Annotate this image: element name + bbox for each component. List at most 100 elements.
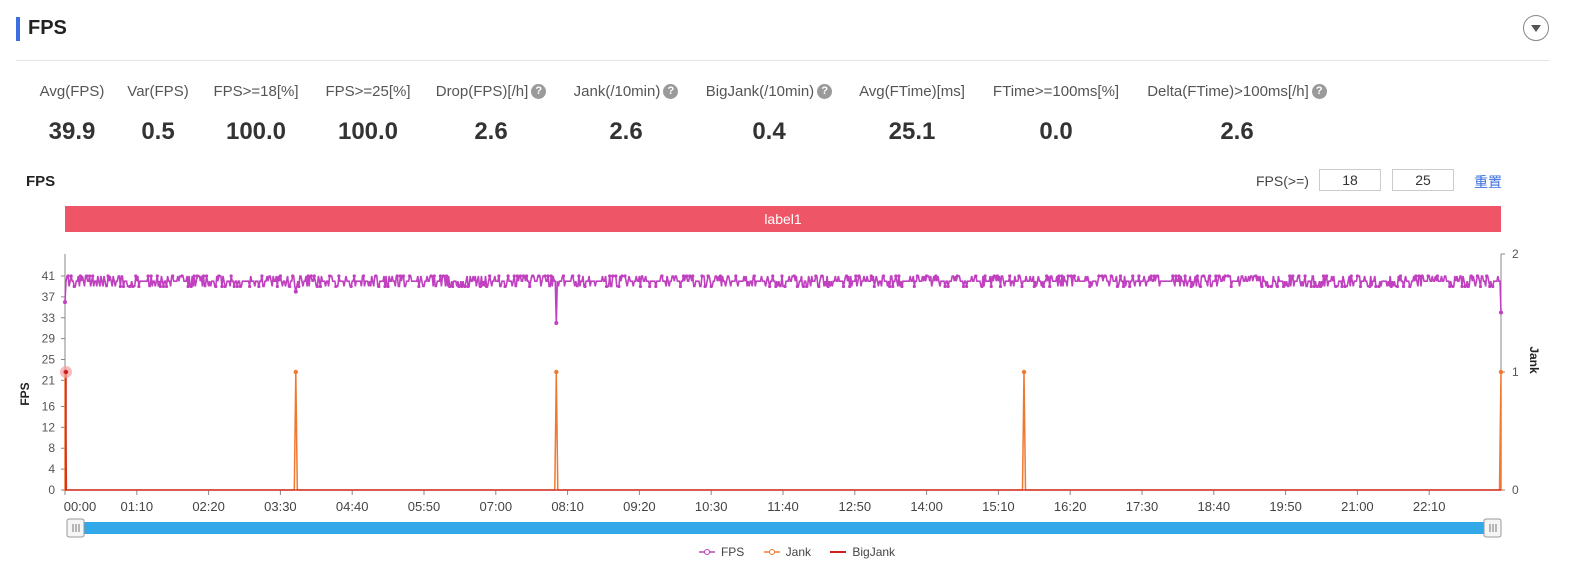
metric-label-text: FPS>=18[%] bbox=[213, 82, 299, 100]
fps-point bbox=[1189, 284, 1193, 289]
x-tick-label: 17:30 bbox=[1126, 499, 1159, 514]
collapse-toggle-button[interactable] bbox=[1523, 15, 1549, 41]
fps-point bbox=[1152, 274, 1156, 278]
fps-point bbox=[1488, 284, 1492, 289]
fps-point bbox=[678, 284, 683, 289]
help-icon[interactable]: ? bbox=[663, 83, 679, 99]
fps-point bbox=[1448, 284, 1452, 289]
fps-point bbox=[1060, 274, 1064, 278]
fps-point bbox=[1395, 284, 1400, 289]
fps-point bbox=[691, 274, 695, 278]
fps-point bbox=[583, 284, 587, 289]
help-icon[interactable]: ? bbox=[531, 83, 547, 99]
fps-point bbox=[128, 284, 132, 289]
metric-label: FTime>=100ms[%] bbox=[956, 82, 1156, 100]
legend-label-jank: Jank bbox=[785, 545, 811, 559]
metric-value: 0.5 bbox=[141, 118, 175, 145]
fps-point bbox=[660, 274, 664, 278]
fps-point bbox=[684, 274, 689, 278]
fps-point bbox=[318, 284, 323, 289]
metric-label: Avg(FTime)[ms] bbox=[812, 82, 1012, 100]
y-tick-label: 12 bbox=[42, 420, 56, 434]
fps-point bbox=[309, 274, 313, 278]
x-tick-label: 03:30 bbox=[264, 499, 297, 514]
fps-point bbox=[1066, 274, 1070, 278]
fps-point bbox=[1469, 274, 1473, 278]
fps-point bbox=[946, 284, 950, 289]
fps-dip-point bbox=[554, 320, 559, 325]
metric-label-text: Avg(FTime)[ms] bbox=[859, 82, 965, 100]
help-icon[interactable]: ? bbox=[1311, 83, 1327, 99]
fps-point bbox=[1420, 274, 1424, 278]
legend-item-fps[interactable]: FPS bbox=[698, 545, 745, 559]
x-tick-label: 11:40 bbox=[767, 499, 799, 514]
fps-point bbox=[1208, 274, 1212, 278]
fps-point bbox=[804, 284, 809, 289]
metric-value: 2.6 bbox=[609, 118, 643, 145]
y-tick-label: 0 bbox=[48, 483, 55, 497]
metric-label: Var(FPS) bbox=[58, 82, 258, 100]
fps-point bbox=[137, 284, 141, 289]
metric-label-text: FTime>=100ms[%] bbox=[992, 82, 1120, 100]
label-band[interactable]: label1 bbox=[65, 206, 1501, 232]
fps-point bbox=[306, 274, 310, 278]
fps-point bbox=[238, 284, 242, 289]
fps-point bbox=[1057, 274, 1061, 278]
fps-point bbox=[1475, 274, 1480, 278]
fps-point bbox=[1137, 274, 1141, 278]
fps-point bbox=[408, 274, 412, 278]
jank-spike-point bbox=[1498, 369, 1504, 375]
fps-point bbox=[451, 284, 455, 289]
fps-point bbox=[961, 284, 966, 289]
fps-point bbox=[537, 274, 541, 278]
fps-point bbox=[1414, 274, 1418, 278]
fps-point bbox=[235, 284, 239, 289]
fps-point bbox=[1408, 284, 1412, 289]
fps-point bbox=[297, 284, 301, 289]
fps-point bbox=[620, 274, 624, 278]
fps-point bbox=[1195, 274, 1199, 278]
metric-label-text: Jank(/10min) bbox=[573, 82, 661, 100]
legend-item-jank[interactable]: Jank bbox=[763, 545, 811, 559]
fps-point bbox=[1260, 284, 1264, 289]
fps-point bbox=[377, 284, 381, 289]
fps-point bbox=[275, 284, 279, 289]
metric-value: 0.4 bbox=[752, 118, 786, 145]
metric-1: Var(FPS) 0.5 bbox=[58, 82, 258, 146]
legend-label-fps: FPS bbox=[720, 545, 745, 559]
fps-dip-point bbox=[293, 289, 298, 294]
fps-point bbox=[1041, 284, 1046, 289]
chevron-down-icon bbox=[1531, 25, 1541, 32]
fps-point bbox=[614, 274, 618, 278]
jank-series-line bbox=[63, 371, 1503, 491]
reset-button[interactable]: 重置 bbox=[1474, 174, 1502, 190]
help-icon[interactable]: ? bbox=[817, 83, 833, 99]
fps-point bbox=[1355, 274, 1359, 278]
metric-value: 0.0 bbox=[1039, 118, 1073, 145]
fps-point bbox=[1389, 284, 1393, 289]
fps-point bbox=[894, 274, 898, 278]
legend-item-bigjank[interactable]: BigJank bbox=[830, 545, 895, 559]
fps-point bbox=[1398, 274, 1403, 278]
fps-point bbox=[386, 284, 390, 289]
x-tick-label: 01:10 bbox=[121, 499, 154, 514]
fps-point bbox=[1214, 274, 1218, 278]
fps-point bbox=[1121, 284, 1126, 289]
fps-point bbox=[164, 284, 169, 289]
y-tick-label: 25 bbox=[42, 353, 56, 367]
fps-point bbox=[900, 284, 904, 289]
fps-point bbox=[518, 274, 523, 278]
fps-point bbox=[623, 274, 627, 278]
metric-label-text: BigJank(/10min) bbox=[705, 82, 815, 100]
threshold-input-high[interactable] bbox=[1392, 169, 1454, 191]
fps-point bbox=[88, 274, 92, 278]
y-axis-right-title: Jank bbox=[1527, 346, 1541, 374]
fps-point bbox=[1334, 284, 1338, 289]
fps-point bbox=[1463, 284, 1467, 289]
fps-point bbox=[718, 274, 723, 278]
jank-spike-point bbox=[554, 369, 559, 375]
threshold-input-low[interactable] bbox=[1319, 169, 1381, 191]
fps-point bbox=[1303, 274, 1307, 278]
zoom-slider-track[interactable] bbox=[71, 522, 1495, 534]
